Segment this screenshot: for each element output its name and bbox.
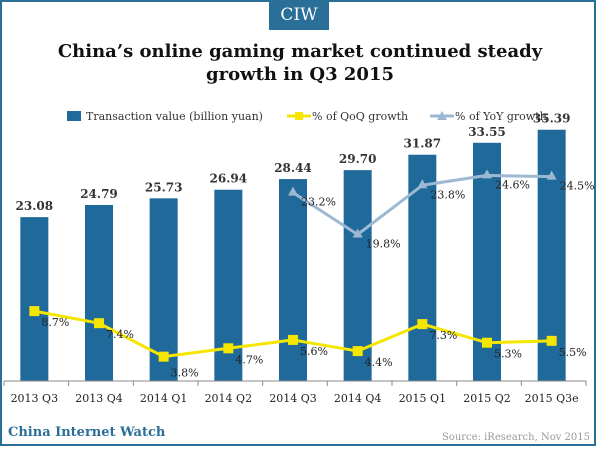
chart-title: China’s online gaming market continued s… bbox=[40, 40, 560, 86]
x-tick-label: 2014 Q1 bbox=[140, 392, 188, 405]
bar-2013-Q4 bbox=[85, 204, 113, 381]
legend-label-qoq: % of QoQ growth bbox=[312, 110, 408, 123]
chart-title-line1: China’s online gaming market continued s… bbox=[57, 41, 543, 62]
yoy-point bbox=[417, 179, 428, 189]
source-note: Source: iResearch, Nov 2015 bbox=[441, 432, 590, 443]
legend-swatch-bars bbox=[67, 111, 81, 121]
bar-2013-Q3 bbox=[20, 217, 49, 381]
yoy-point bbox=[546, 170, 557, 180]
qoq-value-label: 3.8% bbox=[171, 367, 199, 380]
qoq-point bbox=[94, 318, 104, 329]
chart-title-line2: growth in Q3 2015 bbox=[206, 64, 394, 85]
x-tick-label: 2015 Q2 bbox=[463, 392, 511, 405]
qoq-value-label: 4.7% bbox=[235, 353, 263, 366]
bar-value-label: 23.08 bbox=[16, 199, 54, 213]
x-tick-label: 2015 Q3e bbox=[525, 392, 579, 405]
bar-2014-Q3 bbox=[279, 179, 307, 381]
qoq-point bbox=[352, 346, 363, 357]
qoq-value-label: 5.6% bbox=[300, 345, 328, 358]
yoy-value-label: 23.8% bbox=[430, 188, 465, 201]
legend-label-bars: Transaction value (billion yuan) bbox=[86, 110, 263, 123]
qoq-point bbox=[417, 319, 428, 330]
x-tick-label: 2013 Q3 bbox=[11, 392, 59, 405]
qoq-value-label: 8.7% bbox=[41, 316, 69, 329]
qoq-point bbox=[158, 351, 169, 362]
bar-value-label: 26.94 bbox=[210, 172, 248, 186]
bar-value-label: 31.87 bbox=[404, 137, 442, 151]
qoq-point bbox=[546, 335, 557, 346]
yoy-value-label: 24.5% bbox=[560, 180, 595, 193]
bar-value-label: 33.55 bbox=[468, 125, 506, 139]
yoy-point bbox=[352, 228, 363, 238]
x-tick-label: 2014 Q2 bbox=[205, 392, 253, 405]
qoq-point bbox=[288, 334, 298, 345]
yoy-point bbox=[482, 169, 492, 179]
bar-value-label: 25.73 bbox=[145, 180, 183, 194]
bar-value-label: 28.44 bbox=[274, 161, 312, 175]
qoq-point bbox=[223, 343, 234, 354]
legend-marker-yoy bbox=[437, 111, 447, 120]
yoy-value-label: 23.2% bbox=[301, 196, 336, 209]
yoy-value-label: 19.8% bbox=[366, 237, 401, 250]
qoq-point bbox=[29, 306, 40, 317]
x-tick-label: 2014 Q4 bbox=[334, 392, 382, 405]
qoq-value-label: 7.3% bbox=[429, 329, 457, 342]
bar-value-label: 24.79 bbox=[80, 187, 118, 201]
qoq-value-label: 5.3% bbox=[494, 348, 522, 361]
bar-value-label: 29.70 bbox=[339, 152, 377, 166]
qoq-point bbox=[482, 337, 492, 348]
x-tick-label: 2013 Q4 bbox=[75, 392, 123, 405]
qoq-value-label: 5.5% bbox=[559, 346, 587, 359]
yoy-point bbox=[288, 186, 298, 196]
legend-label-yoy: % of YoY growth bbox=[455, 110, 547, 123]
x-tick-label: 2014 Q3 bbox=[269, 392, 317, 405]
brand-footer: China Internet Watch bbox=[8, 425, 166, 440]
yoy-value-label: 24.6% bbox=[495, 178, 530, 191]
x-tick-label: 2015 Q1 bbox=[399, 392, 447, 405]
ciw-badge: CIW bbox=[269, 0, 329, 30]
qoq-value-label: 7.4% bbox=[106, 328, 134, 341]
bar-value-label: 35.39 bbox=[533, 112, 571, 126]
legend-marker-qoq bbox=[295, 112, 303, 120]
qoq-value-label: 4.4% bbox=[365, 356, 393, 369]
